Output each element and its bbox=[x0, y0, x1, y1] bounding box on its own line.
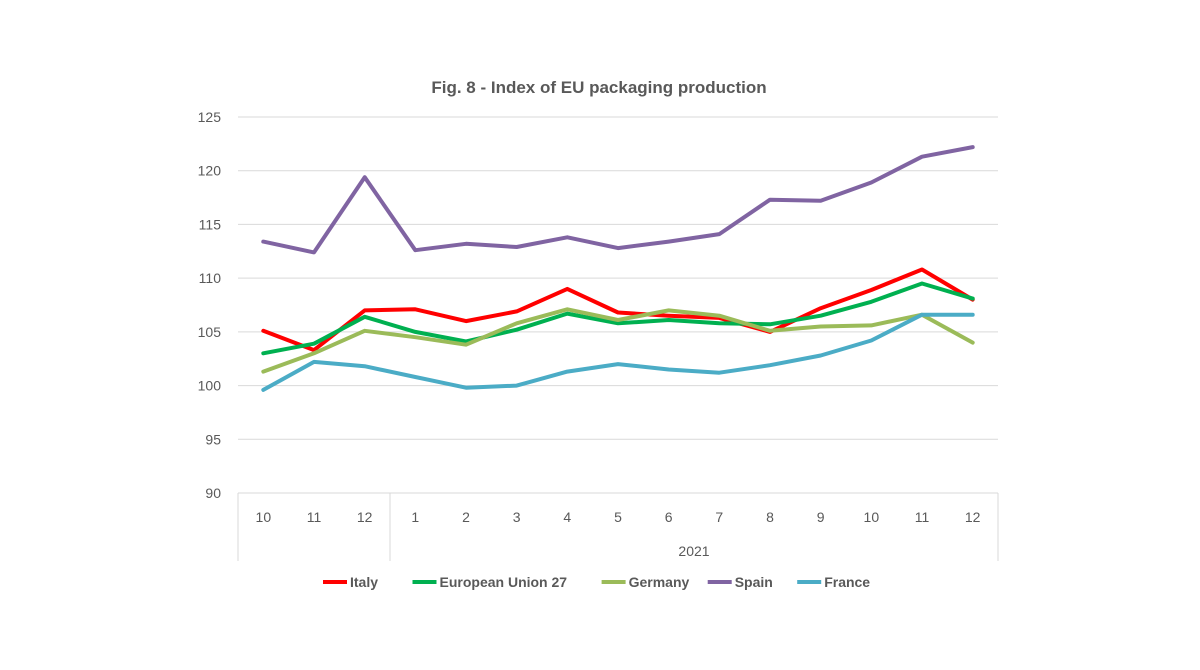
y-tick-label: 125 bbox=[198, 109, 222, 125]
x-tick-label: 8 bbox=[766, 509, 774, 525]
y-tick-label: 105 bbox=[198, 324, 222, 340]
x-tick-label: 9 bbox=[817, 509, 825, 525]
legend-label-germany: Germany bbox=[629, 574, 690, 590]
legend-label-spain: Spain bbox=[735, 574, 773, 590]
y-tick-label: 115 bbox=[199, 216, 222, 232]
y-tick-label: 120 bbox=[198, 163, 222, 179]
x-tick-label: 3 bbox=[513, 509, 521, 525]
x-tick-label: 12 bbox=[357, 509, 373, 525]
legend-label-italy: Italy bbox=[350, 574, 378, 590]
x-group-label: 2021 bbox=[678, 543, 709, 559]
x-tick-label: 5 bbox=[614, 509, 622, 525]
x-tick-label: 7 bbox=[715, 509, 723, 525]
chart-title: Fig. 8 - Index of EU packaging productio… bbox=[431, 78, 766, 97]
series-line-germany bbox=[261, 307, 975, 374]
x-tick-label: 1 bbox=[411, 509, 419, 525]
gridlines bbox=[238, 116, 998, 440]
series-lines bbox=[261, 145, 975, 392]
legend-label-european-union-27: European Union 27 bbox=[440, 574, 568, 590]
x-tick-label: 10 bbox=[864, 509, 880, 525]
y-tick-label: 95 bbox=[205, 431, 221, 447]
legend: Italy European Union 27 Germany Spain France bbox=[323, 574, 870, 590]
x-tick-label: 12 bbox=[965, 509, 981, 525]
x-tick-label: 2 bbox=[462, 509, 470, 525]
x-tick-label: 6 bbox=[665, 509, 673, 525]
x-tick-label: 11 bbox=[915, 509, 930, 525]
series-line-france bbox=[261, 312, 975, 392]
legend-label-france: France bbox=[824, 574, 870, 590]
series-line-italy bbox=[261, 267, 975, 353]
y-tick-label: 90 bbox=[205, 485, 221, 501]
x-tick-label: 4 bbox=[563, 509, 571, 525]
y-tick-label: 110 bbox=[199, 270, 222, 286]
series-line-european-union-27 bbox=[261, 281, 975, 356]
y-tick-label: 100 bbox=[198, 378, 222, 394]
x-tick-label: 10 bbox=[256, 509, 272, 525]
series-line-spain bbox=[261, 145, 975, 255]
x-tick-label: 11 bbox=[307, 509, 322, 525]
